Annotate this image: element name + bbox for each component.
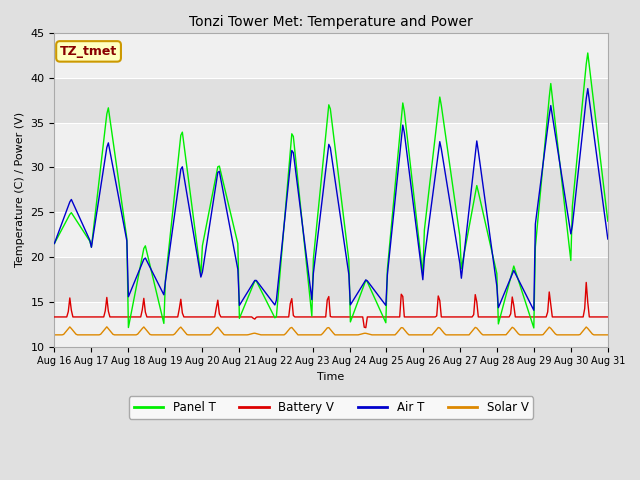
Bar bbox=[54, 257, 608, 302]
Y-axis label: Temperature (C) / Power (V): Temperature (C) / Power (V) bbox=[15, 112, 25, 267]
Bar bbox=[54, 78, 608, 122]
Bar bbox=[54, 122, 608, 168]
Bar bbox=[54, 168, 608, 212]
X-axis label: Time: Time bbox=[317, 372, 345, 382]
Legend: Panel T, Battery V, Air T, Solar V: Panel T, Battery V, Air T, Solar V bbox=[129, 396, 533, 419]
Title: Tonzi Tower Met: Temperature and Power: Tonzi Tower Met: Temperature and Power bbox=[189, 15, 473, 29]
Bar bbox=[54, 302, 608, 347]
Bar bbox=[54, 33, 608, 78]
Text: TZ_tmet: TZ_tmet bbox=[60, 45, 117, 58]
Bar bbox=[54, 212, 608, 257]
